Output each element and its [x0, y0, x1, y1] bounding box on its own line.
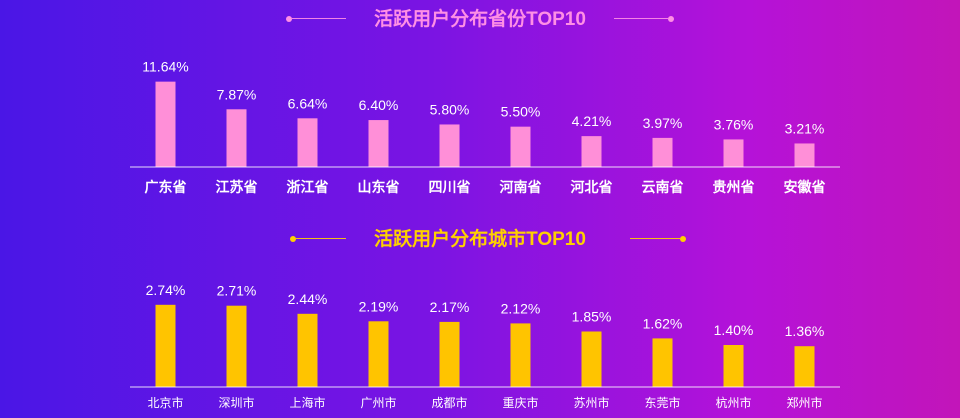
decoration-line-right — [614, 18, 668, 19]
decoration-line-right — [630, 238, 680, 239]
category-label-河北省: 河北省 — [571, 179, 613, 196]
decoration-dot-left — [290, 235, 296, 242]
bar-广州市 — [368, 321, 389, 387]
value-label-广东省: 11.64% — [142, 59, 188, 75]
bar-北京市 — [155, 304, 176, 387]
category-label-上海市: 上海市 — [289, 395, 325, 410]
bar-上海市 — [297, 313, 318, 387]
bar-河北省 — [581, 136, 602, 167]
category-label-安徽省: 安徽省 — [784, 179, 826, 196]
city-bar-chart: 2.74% 北京市 2.71% 深圳市 2.44% 上海市 2.19% 广州市 2.17% 成都市… — [130, 282, 840, 410]
category-label-东莞市: 东莞市 — [644, 395, 680, 410]
value-label-浙江省: 6.64% — [288, 95, 328, 111]
value-label-广州市: 2.19% — [359, 298, 399, 314]
category-label-广州市: 广州市 — [360, 395, 396, 410]
value-label-江苏省: 7.87% — [217, 86, 257, 102]
bar-郑州市 — [794, 346, 815, 387]
bar-成都市 — [439, 321, 460, 387]
bar-杭州市 — [723, 345, 744, 387]
value-label-重庆市: 2.12% — [501, 300, 541, 316]
category-label-山东省: 山东省 — [358, 179, 400, 196]
bar-广东省 — [155, 81, 176, 167]
category-label-深圳市: 深圳市 — [218, 395, 254, 410]
bar-苏州市 — [581, 331, 602, 387]
category-label-郑州市: 郑州市 — [786, 395, 822, 410]
category-label-河南省: 河南省 — [500, 179, 542, 196]
category-label-江苏省: 江苏省 — [216, 179, 258, 196]
value-label-安徽省: 3.21% — [785, 120, 825, 136]
value-label-郑州市: 1.36% — [785, 323, 825, 339]
value-label-上海市: 2.44% — [288, 291, 328, 307]
province-chart-title: 活跃用户分布省份TOP10 — [374, 9, 586, 30]
value-label-苏州市: 1.85% — [572, 309, 612, 325]
category-label-苏州市: 苏州市 — [573, 395, 609, 410]
city-chart-title: 活跃用户分布城市TOP10 — [374, 229, 586, 250]
value-label-深圳市: 2.71% — [217, 283, 257, 299]
decoration-line-left — [296, 238, 346, 239]
category-label-成都市: 成都市 — [431, 395, 467, 410]
bar-东莞市 — [652, 338, 673, 387]
value-label-山东省: 6.40% — [359, 97, 399, 113]
bar-深圳市 — [226, 305, 247, 387]
value-label-东莞市: 1.62% — [643, 315, 683, 331]
category-label-四川省: 四川省 — [429, 179, 471, 196]
bar-贵州省 — [723, 139, 744, 167]
bar-江苏省 — [226, 109, 247, 167]
category-label-广东省: 广东省 — [145, 179, 187, 196]
bar-浙江省 — [297, 118, 318, 167]
decoration-line-left — [292, 18, 346, 19]
category-label-贵州省: 贵州省 — [713, 179, 755, 196]
value-label-四川省: 5.80% — [430, 101, 470, 117]
value-label-河北省: 4.21% — [572, 113, 612, 129]
value-label-杭州市: 1.40% — [714, 322, 754, 338]
bar-云南省 — [652, 137, 673, 167]
bar-安徽省 — [794, 143, 815, 167]
category-label-云南省: 云南省 — [642, 179, 684, 196]
bar-河南省 — [510, 126, 531, 167]
bar-山东省 — [368, 120, 389, 167]
decoration-dot-right — [680, 235, 686, 242]
value-label-成都市: 2.17% — [430, 299, 470, 315]
bar-重庆市 — [510, 323, 531, 387]
category-label-浙江省: 浙江省 — [287, 179, 329, 196]
value-label-云南省: 3.97% — [643, 115, 683, 131]
category-label-北京市: 北京市 — [147, 395, 183, 410]
decoration-dot-right — [668, 15, 674, 22]
province-bar-chart: 11.64% 广东省 7.87% 江苏省 6.64% 浙江省 6.40% 山东省 5.80% 四川… — [130, 59, 840, 196]
value-label-贵州省: 3.76% — [714, 116, 754, 132]
value-label-河南省: 5.50% — [501, 104, 541, 120]
category-label-杭州市: 杭州市 — [715, 395, 751, 410]
bar-四川省 — [439, 124, 460, 167]
value-label-北京市: 2.74% — [146, 282, 186, 298]
category-label-重庆市: 重庆市 — [502, 395, 538, 410]
decoration-dot-left — [286, 15, 292, 22]
